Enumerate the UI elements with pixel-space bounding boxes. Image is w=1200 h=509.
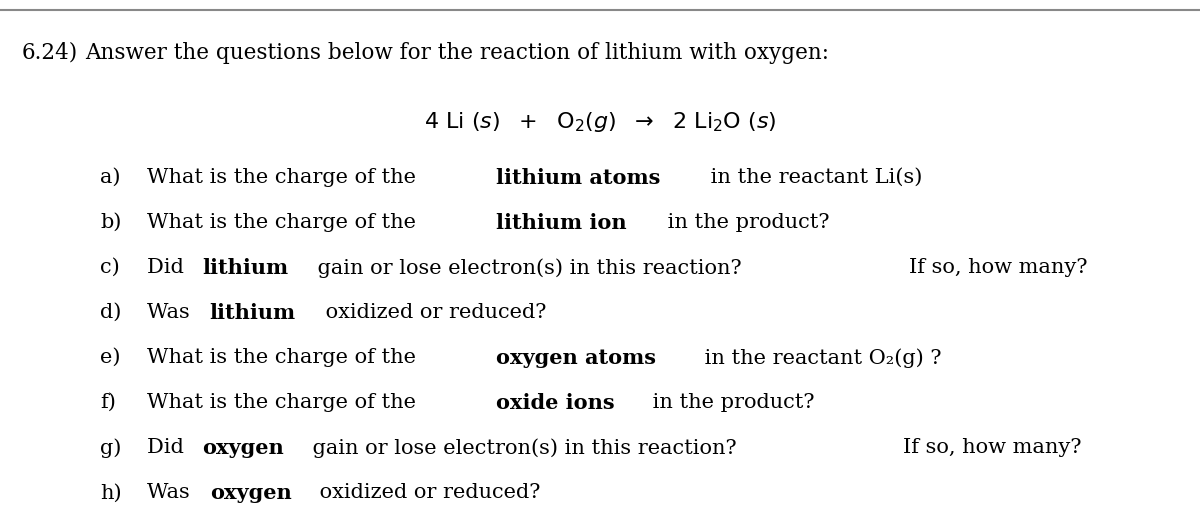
Text: b): b) — [101, 213, 121, 232]
Text: oxygen: oxygen — [203, 437, 284, 458]
Text: in the reactant O₂(g) ?: in the reactant O₂(g) ? — [698, 348, 942, 367]
Text: in the product?: in the product? — [661, 213, 829, 232]
Text: lithium: lithium — [210, 302, 296, 323]
Text: gain or lose electron(s) in this reaction?: gain or lose electron(s) in this reactio… — [311, 258, 742, 277]
Text: a): a) — [101, 167, 121, 187]
Text: Answer the questions below for the reaction of lithium with oxygen:: Answer the questions below for the react… — [85, 42, 829, 64]
Text: c): c) — [101, 258, 120, 276]
Text: d): d) — [101, 302, 121, 322]
Text: If so, how many?: If so, how many? — [850, 437, 1081, 457]
Text: lithium: lithium — [203, 258, 288, 277]
Text: 6.24): 6.24) — [22, 42, 78, 64]
Text: g): g) — [101, 437, 121, 457]
Text: What is the charge of the: What is the charge of the — [148, 167, 422, 187]
Text: f): f) — [101, 392, 116, 411]
Text: Was: Was — [148, 302, 197, 322]
Text: in the reactant Li(s): in the reactant Li(s) — [703, 167, 922, 187]
Text: oxidized or reduced?: oxidized or reduced? — [318, 302, 546, 322]
Text: oxidized or reduced?: oxidized or reduced? — [313, 483, 540, 501]
Text: oxide ions: oxide ions — [496, 392, 614, 412]
Text: What is the charge of the: What is the charge of the — [148, 348, 422, 366]
Text: What is the charge of the: What is the charge of the — [148, 392, 422, 411]
Text: h): h) — [101, 483, 122, 501]
Text: Was: Was — [148, 483, 197, 501]
Text: lithium atoms: lithium atoms — [496, 167, 660, 187]
Text: What is the charge of the: What is the charge of the — [148, 213, 422, 232]
Text: Did: Did — [148, 258, 191, 276]
Text: lithium ion: lithium ion — [496, 213, 626, 233]
Text: If so, how many?: If so, how many? — [856, 258, 1087, 276]
Text: in the product?: in the product? — [646, 392, 815, 411]
Text: gain or lose electron(s) in this reaction?: gain or lose electron(s) in this reactio… — [306, 437, 737, 457]
Text: Did: Did — [148, 437, 191, 457]
Text: $4\ \mathrm{Li}\ \mathit{(s)}\ \ +\ \ \mathrm{O_2}\mathit{(g)}\ \ \rightarrow\ \: $4\ \mathrm{Li}\ \mathit{(s)}\ \ +\ \ \m… — [424, 109, 776, 133]
Text: oxygen atoms: oxygen atoms — [496, 348, 655, 367]
Text: oxygen: oxygen — [210, 483, 292, 502]
Text: e): e) — [101, 348, 121, 366]
